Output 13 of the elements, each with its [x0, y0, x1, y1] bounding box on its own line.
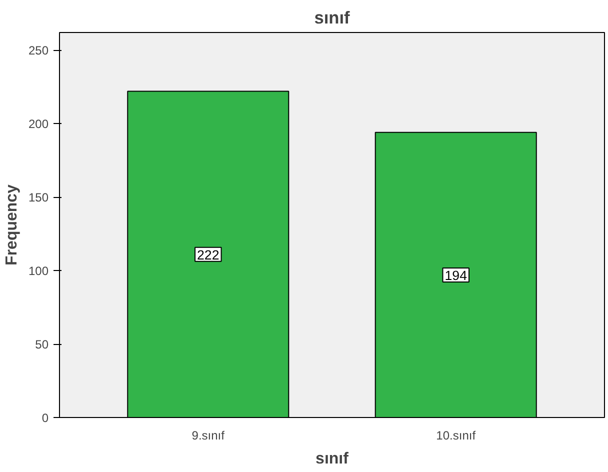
x-axis-title: sınıf	[316, 450, 350, 468]
data-label: 222	[197, 247, 220, 262]
x-tick-label: 9.sınıf	[192, 428, 226, 442]
y-tick-label: 0	[42, 411, 49, 425]
y-tick-label: 150	[28, 190, 49, 205]
y-tick-label: 100	[28, 264, 49, 278]
y-tick-label: 250	[28, 44, 49, 58]
y-tick-label: 200	[28, 117, 49, 132]
x-tick-label: 10.sınıf	[436, 428, 476, 442]
data-label: 194	[444, 268, 468, 283]
y-tick-label: 50	[35, 338, 49, 352]
y-axis-title: Frequency	[3, 184, 20, 266]
chart-title: sınıf	[314, 8, 350, 28]
